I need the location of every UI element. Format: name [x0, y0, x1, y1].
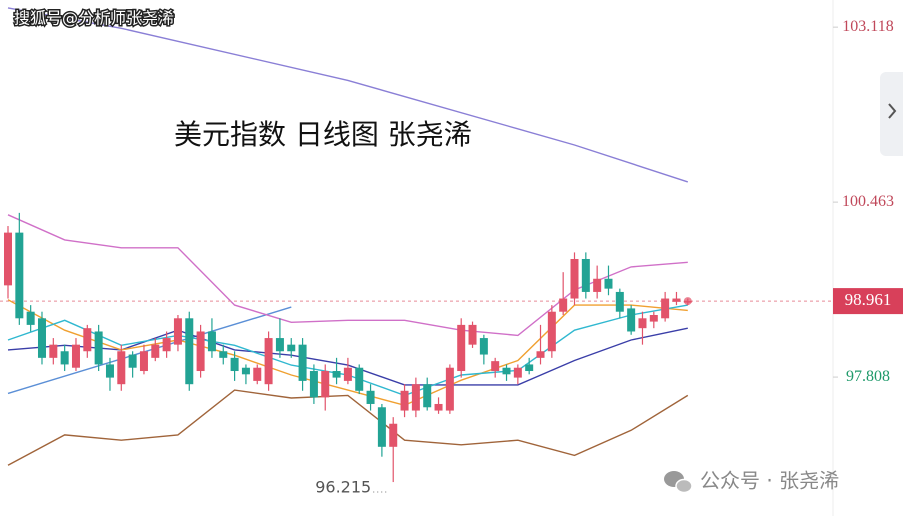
candle-body [366, 390, 375, 404]
candle-body [672, 298, 681, 302]
candle-body [26, 311, 35, 325]
candle-body [321, 371, 330, 398]
overlay-line [7, 7, 689, 183]
candle-body [298, 344, 307, 381]
candle-body [162, 338, 171, 352]
candle-body [287, 344, 296, 352]
candle-body [275, 338, 284, 352]
last-price-label: 98.961 [845, 290, 892, 309]
candle-body [389, 423, 398, 447]
watermark: 搜狐号@分析师张尧浠 [14, 9, 174, 28]
candle-body [253, 367, 262, 381]
y-tick-label: 97.808 [846, 368, 890, 385]
candle-body [94, 331, 103, 365]
candle-body [71, 344, 80, 368]
candle-body [649, 315, 658, 322]
candle-body [355, 367, 364, 391]
candle-body [83, 328, 92, 352]
candle-body [513, 367, 522, 378]
candle-body [117, 351, 126, 385]
candle-body [479, 338, 488, 355]
last-dot [683, 297, 692, 306]
candle-body [502, 367, 511, 375]
side-tab-arrow[interactable] [888, 103, 897, 119]
candle-body [207, 331, 216, 352]
candle-body [185, 318, 194, 385]
candle-body [570, 258, 579, 299]
overlay-line [7, 306, 292, 395]
candle-body [264, 338, 273, 385]
candle-body [230, 357, 239, 372]
candle-body [468, 324, 477, 345]
candle-body [196, 331, 205, 372]
candle-body [423, 384, 432, 408]
y-tick-label: 100.463 [842, 193, 894, 210]
candle-body [219, 351, 228, 358]
candle-body [547, 311, 556, 352]
plot-area [0, 7, 833, 483]
candle-body [525, 364, 534, 372]
candle-body [128, 354, 137, 368]
candle-body [491, 361, 500, 372]
candle-body [37, 318, 46, 358]
candle-body [4, 232, 12, 286]
footer: 公众号 · 张尧浠 [700, 469, 839, 493]
candle-body [343, 367, 352, 381]
candle-body [173, 318, 182, 345]
candle-body [139, 351, 148, 372]
candle-body [445, 367, 454, 411]
candle-body [377, 407, 386, 447]
chart-title: 美元指数 日线图 张尧浠 [174, 118, 472, 151]
candle-body [309, 371, 318, 398]
y-tick-label: 103.118 [842, 18, 893, 35]
candle-body [559, 298, 568, 312]
candle-body [411, 384, 420, 411]
candle-body [627, 308, 636, 332]
wechat-icon [664, 471, 693, 494]
candle-body [615, 291, 624, 312]
candle-body [661, 298, 670, 319]
last-price-box [833, 288, 903, 315]
candle-body [604, 278, 613, 289]
candle-body [400, 390, 409, 411]
candle-body [536, 351, 545, 358]
candle-body [60, 351, 69, 365]
candle-body [457, 324, 466, 372]
candle-body [638, 318, 647, 329]
candle-body [105, 364, 114, 378]
candle-body [593, 278, 602, 292]
candle-body [151, 344, 160, 358]
candle-body [581, 258, 590, 292]
candle-body [241, 367, 250, 375]
overlay-line [7, 389, 689, 466]
candle-body [15, 232, 24, 319]
candle-body [434, 403, 443, 411]
candle-body [332, 371, 341, 378]
low-label: 96.215 [315, 478, 371, 497]
candle-body [49, 344, 58, 358]
